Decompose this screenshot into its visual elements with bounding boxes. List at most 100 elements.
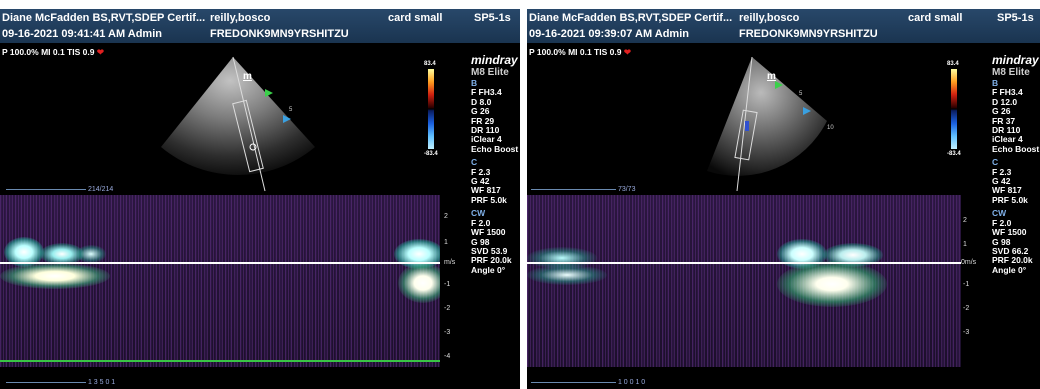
color-scale-bar: [951, 69, 957, 149]
time-marker-line: [0, 360, 440, 362]
orientation-marker-icon: [775, 81, 783, 89]
doppler-signal: [527, 265, 607, 285]
b-param-6: Echo Boost: [471, 143, 519, 154]
exam-type: card small: [388, 12, 443, 24]
focus-marker-icon: [803, 107, 811, 115]
patient-name: reilly,bosco: [210, 12, 271, 24]
cine-counter-text: 73/73: [617, 186, 636, 193]
cw-mode-label: CW: [992, 208, 1007, 219]
depth-label: 5: [799, 91, 803, 97]
b-param-4: DR 110: [992, 125, 1021, 136]
probe-name: SP5-1s: [474, 12, 511, 24]
spectral-baseline: [0, 262, 440, 264]
sweep-bar: [531, 381, 616, 383]
patient-id: FREDONK9MN9YRSHITZU: [739, 28, 878, 40]
color-box: [745, 121, 749, 131]
depth-label: 10: [827, 125, 834, 131]
velocity-scale-unit: m/s: [444, 259, 456, 266]
color-scale-bottom: -83.4: [947, 151, 961, 157]
parameter-panel: mindray M8 Elite B F FH3.4 D 8.0 G 26 FR…: [471, 53, 518, 275]
b-param-2: G 26: [992, 106, 1011, 117]
velocity-tick: -1: [963, 281, 970, 288]
cw-param-1: WF 1500: [992, 227, 1027, 238]
doppler-signal: [76, 245, 106, 263]
cw-param-4: PRF 20.0k: [471, 255, 512, 266]
c-param-1: G 42: [992, 176, 1011, 187]
velocity-tick: 1: [444, 239, 448, 246]
velocity-tick: -4: [444, 353, 451, 360]
b-mode-label: B: [471, 78, 478, 88]
probe-name: SP5-1s: [997, 12, 1034, 24]
bmode-sector-image: m 5 10: [707, 56, 834, 192]
cine-counter-text: 214/214: [87, 186, 114, 193]
cw-param-5: Angle 0°: [471, 264, 506, 275]
velocity-tick: -1: [444, 281, 451, 288]
spectral-doppler-display: [527, 195, 961, 367]
bmode-sector-image: m 5: [161, 56, 315, 192]
depth-label: 5: [289, 107, 293, 113]
color-scale-bar: [428, 69, 434, 149]
doppler-signal: [0, 263, 110, 289]
c-param-2: WF 817: [471, 185, 501, 196]
c-param-0: F 2.3: [992, 166, 1012, 177]
cine-counter: 73/73: [531, 186, 635, 193]
b-param-3: FR 29: [471, 115, 495, 126]
cw-param-5: Angle 0°: [992, 264, 1027, 275]
doppler-signal: [40, 243, 84, 265]
b-param-1: D 12.0: [992, 96, 1018, 107]
sweep-counter-text: 1 0 0 1 0: [617, 379, 646, 386]
velocity-tick: -2: [963, 305, 970, 312]
velocity-tick: 1: [963, 241, 967, 248]
orientation-marker-icon: [265, 89, 273, 97]
ultrasound-panel-left: Diane McFadden BS,RVT,SDEP Certif... 09-…: [0, 9, 520, 389]
header-bar: Diane McFadden BS,RVT,SDEP Certif... 09-…: [0, 9, 520, 43]
brand-logo: mindray: [992, 53, 1039, 67]
b-param-0: F FH3.4: [992, 87, 1023, 98]
model-name: M8 Elite: [992, 67, 1030, 78]
cw-param-0: F 2.0: [992, 217, 1012, 228]
cw-param-3: SVD 53.9: [471, 245, 508, 256]
cw-param-0: F 2.0: [471, 217, 491, 228]
patient-id: FREDONK9MN9YRSHITZU: [210, 28, 349, 40]
heart-icon: ❤: [623, 47, 631, 57]
focus-marker-icon: [283, 115, 291, 123]
depth-mark: m: [767, 71, 776, 82]
ultrasound-panel-right: Diane McFadden BS,RVT,SDEP Certif... 09-…: [527, 9, 1040, 389]
heart-icon: ❤: [96, 47, 104, 57]
b-param-5: iClear 4: [471, 134, 502, 145]
velocity-tick: 2: [444, 213, 448, 220]
velocity-tick: 2: [963, 217, 967, 224]
header-bar: Diane McFadden BS,RVT,SDEP Certif... 09-…: [527, 9, 1040, 43]
c-mode-label: C: [471, 157, 478, 168]
spectral-doppler-display: [0, 195, 440, 367]
patient-name: reilly,bosco: [739, 12, 800, 24]
parameter-panel: mindray M8 Elite B F FH3.4 D 12.0 G 26 F…: [992, 53, 1039, 275]
b-param-3: FR 37: [992, 115, 1016, 126]
c-param-3: PRF 5.0k: [471, 194, 507, 205]
velocity-tick: -2: [444, 305, 451, 312]
c-param-1: G 42: [471, 176, 490, 187]
brand-logo: mindray: [471, 53, 518, 67]
cw-param-4: PRF 20.0k: [992, 255, 1033, 266]
cw-param-1: WF 1500: [471, 227, 506, 238]
power-text: P 100.0% MI 0.1 TIS 0.9: [529, 47, 622, 57]
color-scale-top: 83.4: [947, 61, 959, 67]
c-param-3: PRF 5.0k: [992, 194, 1028, 205]
cine-bar: [6, 188, 86, 190]
exam-datetime: 09-16-2021 09:39:07 AM Admin: [529, 28, 689, 40]
model-name: M8 Elite: [471, 67, 509, 78]
power-readout: P 100.0% MI 0.1 TIS 0.9 ❤: [2, 47, 104, 58]
spectral-noise: [527, 195, 961, 367]
cine-bar: [531, 188, 616, 190]
operator-name: Diane McFadden BS,RVT,SDEP Certif...: [2, 12, 206, 24]
exam-type: card small: [908, 12, 963, 24]
velocity-tick: -3: [444, 329, 451, 336]
exam-datetime: 09-16-2021 09:41:41 AM Admin: [2, 28, 162, 40]
sweep-bar: [6, 381, 86, 383]
doppler-signal: [777, 261, 887, 307]
color-scale-bottom: -83.4: [424, 151, 438, 157]
cw-param-2: G 98: [992, 236, 1011, 247]
sweep-counter: 1 3 5 0 1: [6, 379, 115, 386]
doppler-signal: [398, 263, 440, 303]
power-readout: P 100.0% MI 0.1 TIS 0.9 ❤: [529, 47, 631, 58]
